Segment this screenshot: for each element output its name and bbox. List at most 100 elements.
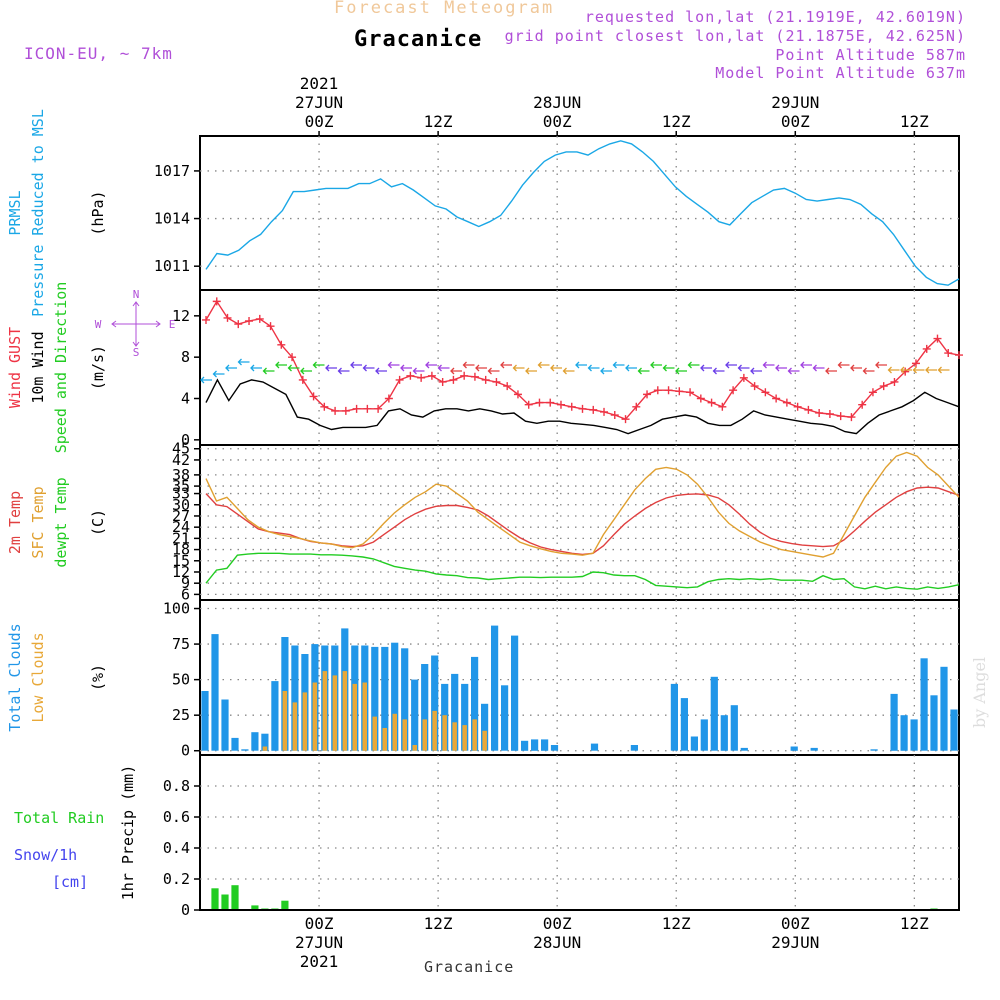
bar-total-clouds	[451, 673, 459, 751]
bar-total-clouds	[471, 656, 479, 751]
bar-low-clouds	[452, 722, 457, 751]
wind-direction-arrow	[887, 366, 900, 374]
gust-marker	[718, 402, 727, 411]
y-tick-label: 100	[163, 600, 190, 618]
time-label-top: 29JUN	[771, 93, 819, 112]
wind-direction-arrow	[687, 361, 700, 369]
gust-marker	[911, 359, 920, 368]
bar-low-clouds	[282, 691, 288, 751]
bar-total-clouds	[680, 698, 688, 751]
gust-marker	[858, 400, 867, 409]
model-altitude: Model Point Altitude 637m	[715, 64, 966, 82]
wind-direction-arrow	[750, 367, 762, 375]
gust-marker	[836, 412, 845, 421]
gust-marker	[868, 388, 877, 397]
y-tick-label: 25	[172, 706, 190, 724]
bar-low-clouds	[422, 719, 427, 751]
bar-total-clouds	[940, 666, 948, 751]
wind-direction-arrow	[787, 367, 800, 375]
time-label-top: 28JUN	[533, 93, 581, 112]
gust-marker	[202, 315, 210, 324]
y-tick-label: 30	[172, 496, 190, 514]
wind-direction-arrow	[300, 367, 312, 375]
bar-low-clouds	[262, 746, 268, 751]
bar-total-clouds	[670, 683, 678, 751]
gust-marker	[729, 386, 738, 395]
wind-direction-arrow	[362, 364, 375, 372]
wind-direction-arrow	[637, 367, 650, 375]
panel-legend-label: Snow/1h	[14, 846, 77, 864]
time-label-bottom: 12Z	[900, 914, 929, 933]
bar-total-clouds	[401, 648, 409, 751]
gust-marker	[245, 317, 254, 325]
bar-total-clouds	[890, 693, 898, 751]
bar-low-clouds	[352, 683, 357, 751]
gust-marker	[750, 382, 759, 391]
panel-legend-label: [cm]	[52, 873, 88, 891]
bar-total-clouds	[541, 739, 549, 751]
series-line-10m-wind	[205, 378, 960, 435]
gust-marker	[449, 375, 458, 384]
bar-low-clouds	[472, 719, 477, 751]
time-label-top: 00Z	[781, 112, 810, 131]
time-label-bottom: 00Z	[781, 914, 810, 933]
wind-direction-arrow	[587, 364, 600, 372]
time-label-bottom: 12Z	[662, 914, 691, 933]
bar-total-clouds	[790, 746, 798, 751]
bar-total-clouds	[291, 645, 299, 751]
bar-total-clouds	[730, 705, 738, 751]
gust-marker	[341, 406, 350, 415]
gust-marker	[331, 406, 340, 415]
wind-direction-arrow	[600, 367, 612, 375]
series-line-wind-gust	[205, 300, 960, 421]
gust-marker	[223, 313, 232, 322]
time-label-bottom: 28JUN	[533, 933, 581, 952]
wind-direction-arrow	[425, 361, 437, 369]
wind-direction-arrow	[662, 364, 675, 372]
bar-total-clouds	[700, 719, 708, 751]
bar-total-clouds	[491, 625, 499, 751]
gust-marker	[374, 404, 383, 413]
wind-direction-arrow	[812, 364, 825, 372]
bar-low-clouds	[332, 675, 338, 751]
gust-marker	[772, 394, 781, 403]
gust-marker	[546, 398, 555, 407]
bar-total-clouds	[740, 747, 748, 751]
wind-direction-arrow	[200, 376, 212, 384]
bar-total-clouds	[531, 739, 539, 751]
wind-direction-arrow	[325, 364, 337, 372]
time-label-top: 12Z	[662, 112, 691, 131]
y-tick-label: 0.2	[163, 870, 190, 888]
y-tick-label: 24	[172, 518, 190, 536]
gust-marker	[492, 377, 501, 386]
bar-low-clouds	[372, 716, 377, 751]
wind-direction-arrow	[875, 361, 887, 369]
wind-direction-arrow	[575, 361, 587, 369]
bar-low-clouds	[362, 682, 367, 751]
bar-total-clouds	[421, 664, 429, 751]
y-tick-label: 0.6	[163, 808, 190, 826]
gust-marker	[696, 394, 705, 403]
panel-pressure: 1011 1014 1017 (hPa) PRMSL Pressure Reduced t…	[6, 109, 960, 317]
panel-legend-label: SFC Temp	[29, 486, 47, 558]
wind-direction-arrow	[375, 367, 387, 375]
gust-marker	[804, 405, 813, 414]
y-tick-label: 21	[172, 529, 190, 547]
time-label-top: 2021	[300, 74, 339, 93]
footer-station: Gracanice	[424, 958, 515, 976]
gust-marker	[739, 373, 748, 382]
wind-direction-arrow	[475, 364, 487, 372]
panel-legend-label: Speed and Direction	[52, 282, 70, 454]
wind-direction-arrow	[337, 367, 350, 375]
series-line-dewpt-temp	[205, 552, 960, 590]
gust-marker	[621, 415, 630, 424]
wind-direction-arrow	[450, 367, 462, 375]
gust-marker	[793, 402, 802, 411]
wind-direction-arrow	[400, 364, 412, 372]
bar-total-clouds	[590, 743, 599, 751]
y-tick-label: 35	[172, 477, 190, 495]
bar-total-clouds	[241, 749, 249, 751]
wind-direction-arrow	[675, 367, 687, 375]
wind-direction-arrow	[650, 361, 662, 369]
